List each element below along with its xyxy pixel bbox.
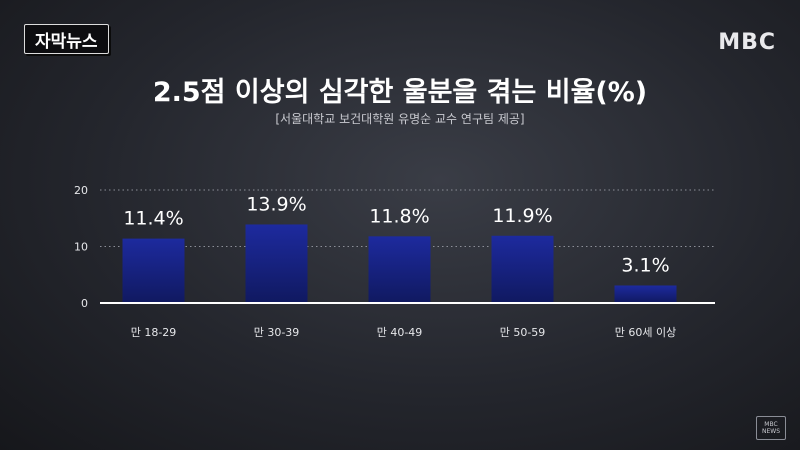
x-tick-label: 만 50-59	[500, 326, 546, 339]
chart-subtitle: [서울대학교 보건대학원 유명순 교수 연구팀 제공]	[275, 112, 525, 126]
data-label: 13.9%	[246, 193, 306, 215]
y-tick-label: 0	[81, 297, 88, 310]
data-label: 11.8%	[369, 205, 429, 227]
news-badge: 자막뉴스	[24, 24, 109, 54]
data-label: 11.4%	[123, 208, 183, 230]
bar	[614, 285, 677, 303]
bar	[245, 224, 308, 303]
x-tick-label: 만 18-29	[131, 326, 177, 339]
y-tick-label: 20	[74, 184, 88, 197]
x-tick-label: 만 40-49	[377, 326, 423, 339]
bar	[368, 236, 431, 303]
x-tick-label: 만 30-39	[254, 326, 300, 339]
data-label: 3.1%	[621, 254, 669, 276]
chart-title: 2.5점 이상의 심각한 울분을 겪는 비율(%)	[152, 77, 648, 108]
bar	[122, 238, 185, 303]
mbc-logo: MBC	[718, 30, 776, 55]
bar	[491, 235, 554, 303]
y-tick-label: 10	[74, 241, 88, 254]
data-label: 11.9%	[492, 205, 552, 227]
corner-logo-line1: MBC	[764, 421, 778, 428]
mbc-news-corner-logo: MBC NEWS	[756, 416, 786, 440]
corner-logo-line2: NEWS	[761, 428, 781, 435]
x-tick-label: 만 60세 이상	[615, 326, 676, 339]
